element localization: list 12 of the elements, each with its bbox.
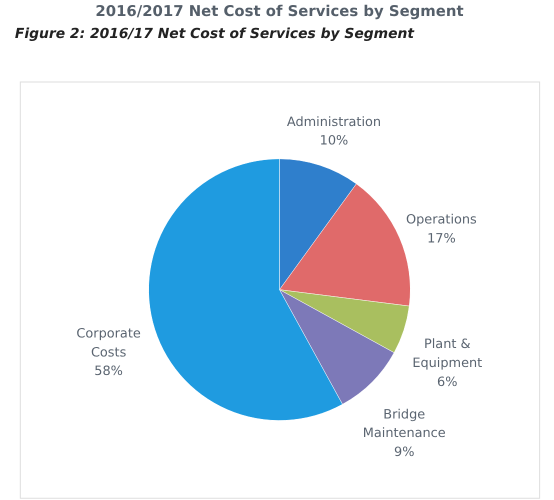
chart-title: 2016/2017 Net Cost of Services by Segment <box>95 2 464 20</box>
slice-label: Plant & Equipment <box>412 337 482 371</box>
data-label: 10% <box>320 134 348 149</box>
data-label: 58% <box>94 364 123 380</box>
data-label: 17% <box>427 231 456 246</box>
slice-label: Corporate Costs <box>76 326 141 360</box>
data-label: 9% <box>394 445 414 460</box>
slice-label: Operations <box>406 212 478 228</box>
caption: Figure 2: 2016/17 Net Cost of Services by Segment <box>14 26 416 42</box>
slice-label: Bridge Maintenance <box>362 407 446 442</box>
slice-label: Administration <box>286 114 382 130</box>
data-label: 6% <box>437 374 458 390</box>
